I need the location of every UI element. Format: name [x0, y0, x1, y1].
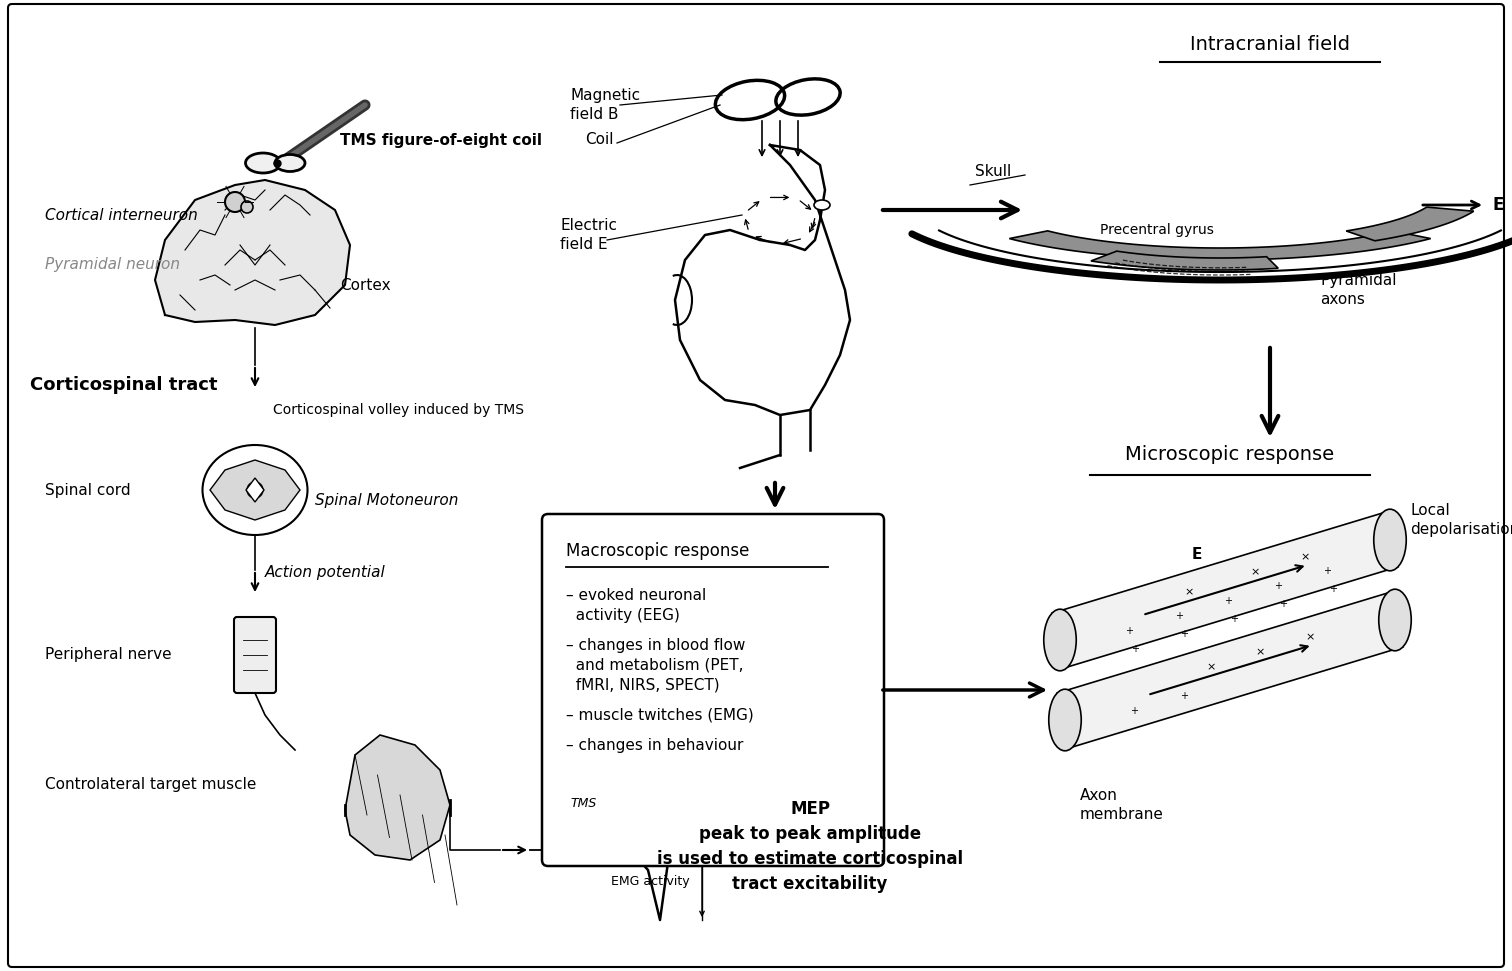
- Text: Controlateral target muscle: Controlateral target muscle: [45, 778, 257, 792]
- Circle shape: [240, 201, 253, 213]
- Text: Electric
field E: Electric field E: [559, 218, 617, 251]
- Text: – changes in blood flow
  and metabolism (PET,
  fMRI, NIRS, SPECT): – changes in blood flow and metabolism (…: [565, 638, 745, 692]
- Text: +: +: [1273, 581, 1282, 590]
- Text: +: +: [1131, 706, 1139, 716]
- Text: Axon
membrane: Axon membrane: [1080, 787, 1164, 822]
- Text: Pyramidal neuron: Pyramidal neuron: [45, 257, 180, 273]
- Polygon shape: [1010, 231, 1430, 260]
- Text: +: +: [1329, 585, 1337, 594]
- Circle shape: [246, 482, 263, 498]
- Text: +: +: [1323, 566, 1331, 576]
- Text: Precentral gyrus: Precentral gyrus: [1101, 223, 1214, 237]
- Text: ×: ×: [1250, 567, 1259, 577]
- Text: E: E: [1191, 548, 1202, 562]
- FancyBboxPatch shape: [541, 514, 885, 866]
- Text: +: +: [1125, 625, 1134, 636]
- Ellipse shape: [275, 154, 305, 172]
- Text: Coil: Coil: [585, 132, 614, 148]
- Text: TMS: TMS: [572, 797, 597, 810]
- Text: Cortex: Cortex: [340, 278, 390, 292]
- Polygon shape: [345, 735, 451, 860]
- Text: ×: ×: [1256, 647, 1266, 657]
- Polygon shape: [581, 825, 588, 850]
- Ellipse shape: [245, 153, 281, 173]
- Text: Spinal Motoneuron: Spinal Motoneuron: [314, 492, 458, 508]
- FancyBboxPatch shape: [234, 617, 277, 693]
- Text: Skull: Skull: [975, 164, 1012, 180]
- Text: Cortical interneuron: Cortical interneuron: [45, 208, 198, 222]
- Text: +: +: [1229, 615, 1238, 624]
- Ellipse shape: [1049, 689, 1081, 751]
- Text: ×: ×: [1300, 552, 1309, 562]
- Text: – muscle twitches (EMG): – muscle twitches (EMG): [565, 708, 754, 723]
- Polygon shape: [246, 478, 265, 502]
- FancyBboxPatch shape: [8, 4, 1504, 967]
- Text: +: +: [1225, 596, 1232, 606]
- Text: Corticospinal tract: Corticospinal tract: [30, 376, 218, 394]
- Text: +: +: [1175, 611, 1182, 620]
- Text: ×: ×: [1207, 662, 1216, 672]
- Text: MEP
peak to peak amplitude
is used to estimate corticospinal
tract excitability: MEP peak to peak amplitude is used to es…: [656, 800, 963, 893]
- Text: Magnetic
field B: Magnetic field B: [570, 88, 640, 121]
- Ellipse shape: [813, 200, 830, 210]
- Text: Macroscopic response: Macroscopic response: [565, 542, 750, 560]
- Text: Local
depolarisation: Local depolarisation: [1411, 503, 1512, 537]
- Ellipse shape: [203, 445, 307, 535]
- Text: – changes in behaviour: – changes in behaviour: [565, 738, 744, 753]
- Text: Corticospinal volley induced by TMS: Corticospinal volley induced by TMS: [274, 403, 525, 417]
- Ellipse shape: [1379, 589, 1411, 651]
- Polygon shape: [1092, 251, 1278, 270]
- Text: +: +: [1279, 599, 1287, 610]
- Text: Peripheral nerve: Peripheral nerve: [45, 648, 172, 662]
- Text: Spinal cord: Spinal cord: [45, 483, 130, 497]
- Text: +: +: [1179, 690, 1188, 701]
- Text: +: +: [1181, 629, 1188, 640]
- Text: E: E: [1492, 196, 1504, 214]
- Text: ×: ×: [1305, 632, 1315, 642]
- Text: Microscopic response: Microscopic response: [1125, 445, 1335, 464]
- Text: EMG activity: EMG activity: [611, 875, 689, 888]
- Polygon shape: [1346, 207, 1474, 241]
- Polygon shape: [1057, 593, 1403, 747]
- Text: Action potential: Action potential: [265, 564, 386, 580]
- Circle shape: [225, 192, 245, 212]
- Text: – evoked neuronal
  activity (EEG): – evoked neuronal activity (EEG): [565, 588, 706, 622]
- Text: TMS figure-of-eight coil: TMS figure-of-eight coil: [340, 132, 541, 148]
- Text: Pyramidal
axons: Pyramidal axons: [1320, 273, 1397, 308]
- Polygon shape: [156, 180, 349, 325]
- Text: +: +: [1131, 645, 1139, 654]
- Ellipse shape: [1043, 609, 1077, 671]
- Polygon shape: [210, 460, 299, 520]
- Ellipse shape: [1374, 509, 1406, 571]
- Text: Intracranial field: Intracranial field: [1190, 35, 1350, 54]
- Polygon shape: [1052, 514, 1399, 667]
- Text: ×: ×: [1185, 586, 1194, 597]
